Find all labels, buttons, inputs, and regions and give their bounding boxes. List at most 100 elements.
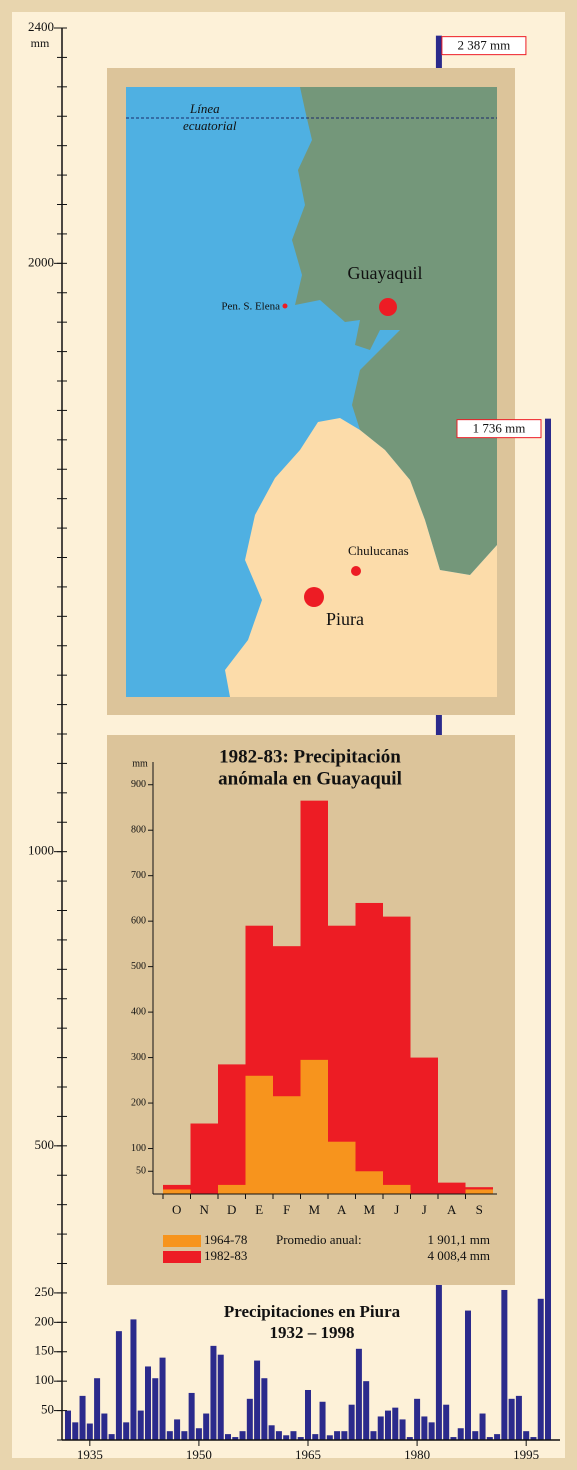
bar — [181, 1431, 188, 1440]
y-tick-label: 2000 — [28, 254, 54, 269]
bar — [334, 1431, 341, 1440]
bar — [450, 1437, 457, 1440]
bar — [159, 1357, 166, 1440]
bar — [232, 1437, 239, 1440]
bar — [515, 1395, 522, 1440]
inset-y-label: mm — [132, 758, 148, 769]
bar — [115, 1331, 122, 1440]
bar — [101, 1413, 108, 1440]
value-label-box — [456, 419, 542, 439]
legend-swatch — [163, 1251, 201, 1263]
bar — [239, 1431, 246, 1440]
bar — [348, 1404, 355, 1440]
inset-y-tick-label: 400 — [131, 1006, 146, 1017]
bar — [65, 1410, 71, 1440]
bar — [290, 1431, 297, 1440]
inset-y-tick-label: 600 — [131, 915, 146, 926]
bar — [443, 1404, 450, 1440]
inset-bar — [383, 1184, 411, 1194]
city-dot — [304, 587, 324, 607]
city-dot — [379, 298, 397, 316]
land-peru — [225, 418, 497, 697]
legend-label: 1964-78 — [204, 1232, 247, 1247]
inset-y-tick-label: 50 — [136, 1166, 146, 1177]
bar — [254, 1360, 261, 1440]
value-label-box — [441, 36, 527, 56]
bar — [363, 1381, 370, 1440]
city-label: Chulucanas — [348, 543, 409, 558]
inset-y-tick-label: 700 — [131, 870, 146, 881]
bar — [377, 1416, 384, 1440]
city-dot — [351, 566, 361, 576]
inset-bar — [438, 1182, 466, 1194]
inset-x-tick-label: E — [255, 1202, 263, 1217]
x-tick-label: 1980 — [404, 1447, 430, 1462]
bar — [326, 1435, 333, 1440]
inset-bar — [410, 1057, 438, 1194]
inset-x-tick-label: D — [227, 1202, 236, 1217]
bar — [108, 1434, 115, 1440]
inset-y-tick-label: 100 — [131, 1143, 146, 1154]
inset-bar — [190, 1123, 218, 1194]
inset-x-tick-label: J — [394, 1202, 399, 1217]
inset-x-tick-label: S — [476, 1202, 483, 1217]
inset-y-tick-label: 500 — [131, 961, 146, 972]
x-tick-label: 1935 — [77, 1447, 103, 1462]
y-tick-label: 250 — [35, 1284, 55, 1299]
inset-bar — [163, 1189, 191, 1194]
bar — [123, 1422, 130, 1440]
bar — [399, 1419, 406, 1440]
x-tick-label: 1965 — [295, 1447, 321, 1462]
bar — [385, 1410, 391, 1440]
legend-label: 1982-83 — [204, 1248, 247, 1263]
inset-bar — [465, 1189, 493, 1194]
bar — [94, 1378, 101, 1440]
city-label: Piura — [326, 609, 364, 629]
bar — [145, 1366, 151, 1440]
inset-x-tick-label: A — [337, 1202, 347, 1217]
bar — [457, 1428, 464, 1440]
inset-x-tick-label: N — [200, 1202, 210, 1217]
bar — [501, 1289, 508, 1440]
inset-bar — [383, 916, 411, 1194]
bar — [166, 1431, 173, 1440]
inset-y-tick-label: 300 — [131, 1052, 146, 1063]
x-tick-label: 1995 — [513, 1447, 539, 1462]
bar — [414, 1398, 421, 1440]
inset-y-tick-label: 800 — [131, 825, 146, 836]
bar — [523, 1431, 530, 1440]
y-tick-label: 2400 — [28, 19, 54, 34]
city-dot — [282, 303, 288, 309]
bar — [494, 1434, 501, 1440]
equator-label: ecuatorial — [183, 118, 237, 133]
land-ecuador — [292, 87, 497, 575]
bar — [341, 1431, 348, 1440]
inset-bar — [355, 902, 383, 1194]
legend-swatch — [163, 1235, 201, 1247]
inset-x-tick-label: F — [283, 1202, 290, 1217]
bar — [537, 1298, 544, 1440]
bar — [174, 1419, 181, 1440]
inset-y-tick-label: 200 — [131, 1097, 146, 1108]
y-tick-label: 500 — [35, 1137, 55, 1152]
chart-subtitle: 1932 – 1998 — [270, 1323, 355, 1342]
bar — [312, 1434, 319, 1440]
inset-x-tick-label: M — [363, 1202, 375, 1217]
bar — [195, 1428, 202, 1440]
inset-bar — [218, 1064, 246, 1194]
bar — [188, 1392, 195, 1440]
legend-caption: Promedio anual: — [276, 1232, 362, 1247]
bar — [479, 1413, 486, 1440]
inset-title: anómala en Guayaquil — [218, 768, 402, 789]
y-tick-label: 50 — [41, 1402, 54, 1417]
x-tick-label: 1950 — [186, 1447, 212, 1462]
bar — [86, 1423, 93, 1440]
bar — [152, 1378, 159, 1440]
city-label: Guayaquil — [348, 263, 423, 283]
inset-bar — [245, 1075, 273, 1194]
value-label: 1 736 mm — [473, 421, 526, 436]
bar — [428, 1422, 435, 1440]
bar — [275, 1431, 282, 1440]
bar — [203, 1413, 210, 1440]
bar — [283, 1435, 290, 1440]
